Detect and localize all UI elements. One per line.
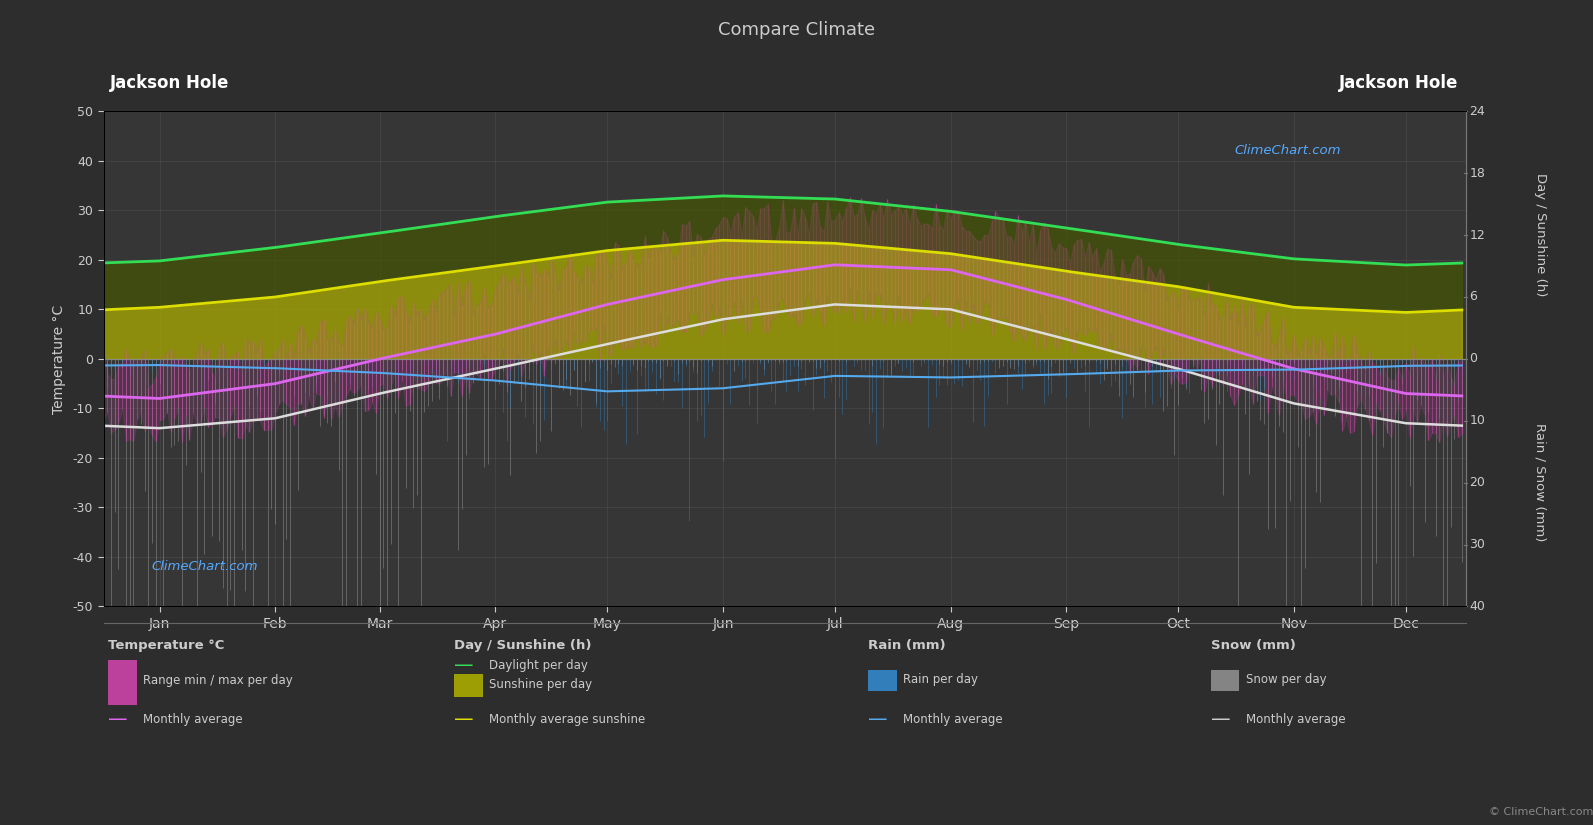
Text: Rain (mm): Rain (mm) bbox=[868, 639, 946, 653]
Text: Temperature °C: Temperature °C bbox=[108, 639, 225, 653]
Text: Range min / max per day: Range min / max per day bbox=[143, 674, 293, 687]
Text: 30: 30 bbox=[1469, 538, 1485, 551]
Text: Rain per day: Rain per day bbox=[903, 673, 978, 686]
Text: 12: 12 bbox=[1469, 229, 1485, 242]
Text: Compare Climate: Compare Climate bbox=[718, 21, 875, 39]
Text: —: — bbox=[454, 710, 473, 729]
Text: Monthly average sunshine: Monthly average sunshine bbox=[489, 713, 645, 726]
Text: ClimeChart.com: ClimeChart.com bbox=[151, 560, 258, 573]
Text: Jackson Hole: Jackson Hole bbox=[1340, 73, 1459, 92]
Y-axis label: Temperature °C: Temperature °C bbox=[51, 304, 65, 413]
Text: Day / Sunshine (h): Day / Sunshine (h) bbox=[1534, 173, 1547, 297]
Text: Snow (mm): Snow (mm) bbox=[1211, 639, 1295, 653]
Text: 18: 18 bbox=[1469, 167, 1485, 180]
Text: Monthly average: Monthly average bbox=[1246, 713, 1346, 726]
Text: 40: 40 bbox=[1469, 600, 1485, 613]
Text: 6: 6 bbox=[1469, 290, 1477, 304]
Text: Monthly average: Monthly average bbox=[143, 713, 244, 726]
Text: —: — bbox=[108, 710, 127, 729]
Text: 20: 20 bbox=[1469, 476, 1485, 489]
Text: —: — bbox=[454, 656, 473, 676]
Text: —: — bbox=[1211, 710, 1230, 729]
Text: 10: 10 bbox=[1469, 414, 1485, 427]
Text: Day / Sunshine (h): Day / Sunshine (h) bbox=[454, 639, 591, 653]
Text: 0: 0 bbox=[1469, 352, 1477, 365]
Text: 24: 24 bbox=[1469, 105, 1485, 118]
Text: ClimeChart.com: ClimeChart.com bbox=[1235, 144, 1341, 158]
Text: Daylight per day: Daylight per day bbox=[489, 659, 588, 672]
Text: Snow per day: Snow per day bbox=[1246, 673, 1327, 686]
Text: Rain / Snow (mm): Rain / Snow (mm) bbox=[1534, 423, 1547, 542]
Text: Jackson Hole: Jackson Hole bbox=[110, 73, 229, 92]
Text: Monthly average: Monthly average bbox=[903, 713, 1004, 726]
Text: Sunshine per day: Sunshine per day bbox=[489, 678, 593, 691]
Text: © ClimeChart.com: © ClimeChart.com bbox=[1489, 807, 1593, 817]
Text: —: — bbox=[868, 710, 887, 729]
